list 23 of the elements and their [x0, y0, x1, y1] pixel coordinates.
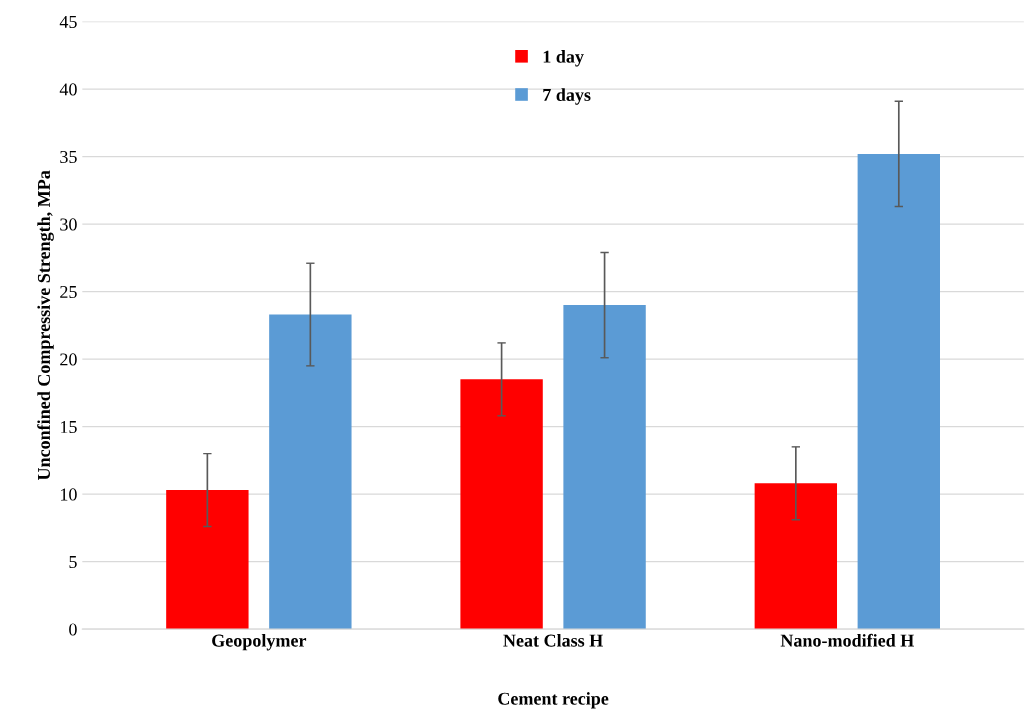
- bar: [460, 379, 543, 630]
- x-axis-title: Cement recipe: [498, 692, 609, 709]
- y-tick-label: 20: [60, 353, 77, 366]
- y-tick-label: 10: [60, 488, 77, 501]
- y-tick-label: 0: [69, 623, 77, 636]
- bar: [269, 314, 352, 630]
- bar: [754, 483, 838, 630]
- y-tick-label: 5: [69, 556, 77, 569]
- x-tick-label: Neat Class H: [503, 633, 603, 647]
- legend-label: 1 day: [543, 50, 584, 67]
- y-tick-label: 25: [60, 285, 77, 299]
- bar: [166, 490, 249, 630]
- x-tick-label: Nano-modified H: [780, 633, 914, 647]
- y-tick-label: 30: [60, 218, 77, 231]
- y-tick-label: 35: [60, 150, 77, 164]
- y-tick-label: 40: [59, 83, 77, 96]
- y-tick-label: 45: [59, 15, 77, 29]
- x-tick-label: Geopolymer: [212, 633, 307, 651]
- bar: [563, 305, 646, 630]
- bar: [857, 153, 940, 630]
- y-tick-label: 15: [60, 420, 77, 434]
- legend-label: 7 days: [543, 88, 591, 105]
- y-axis-title: Unconfined Compressive Strength, MPa: [37, 170, 54, 481]
